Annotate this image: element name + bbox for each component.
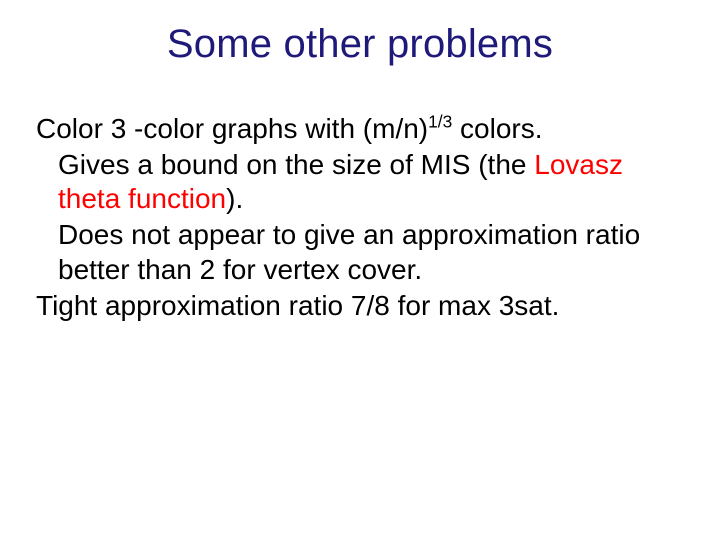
body-line-3: Does not appear to give an approximation… bbox=[36, 218, 684, 286]
body-line-2-b: ). bbox=[226, 183, 243, 214]
body-line-2: Gives a bound on the size of MIS (the Lo… bbox=[36, 148, 684, 216]
slide-body: Color 3 -color graphs with (m/n)1/3 colo… bbox=[36, 112, 684, 325]
body-line-1-sup: 1/3 bbox=[428, 112, 452, 132]
body-line-1-b: colors. bbox=[452, 113, 542, 144]
slide: Some other problems Color 3 -color graph… bbox=[0, 0, 720, 540]
body-line-1: Color 3 -color graphs with (m/n)1/3 colo… bbox=[36, 112, 684, 146]
body-line-1-a: Color 3 -color graphs with (m/n) bbox=[36, 113, 428, 144]
body-line-4: Tight approximation ratio 7/8 for max 3s… bbox=[36, 289, 684, 323]
body-line-2-a: Gives a bound on the size of MIS (the bbox=[58, 149, 534, 180]
slide-title: Some other problems bbox=[0, 22, 720, 67]
